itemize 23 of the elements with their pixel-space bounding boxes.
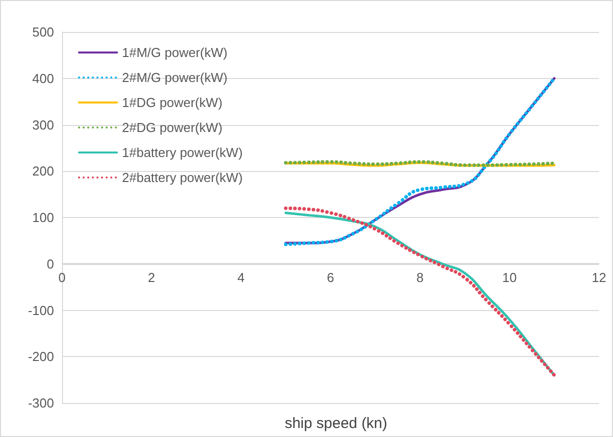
legend-label: 2#M/G power(kW) [122,70,228,85]
x-tick-label: 2 [148,270,156,286]
x-tick-label: 6 [326,270,334,286]
y-tick-label: 500 [32,24,54,40]
y-tick-label: 200 [32,164,54,179]
x-tick-label: 4 [237,270,245,286]
legend-label: 2#battery power(kW) [122,170,243,185]
y-tick-label: -300 [28,396,54,410]
legend-label: 1#M/G power(kW) [122,45,228,60]
x-tick-label: 12 [592,270,606,286]
x-tick-label: 10 [502,270,517,286]
x-axis-title: ship speed (kn) [284,415,388,432]
y-tick-label: 400 [32,70,54,86]
legend-label: 2#DG power(kW) [122,120,222,135]
y-tick-label: 300 [32,117,54,132]
y-tick-label: -100 [28,302,54,318]
legend-label: 1#DG power(kW) [122,95,222,110]
y-tick-label: 0 [46,256,54,272]
legend-label: 1#battery power(kW) [122,145,243,160]
x-tick-label: 8 [416,270,424,286]
y-tick-label: 100 [32,210,54,225]
y-tick-label: -200 [28,349,54,364]
x-tick-label: 0 [58,270,66,286]
